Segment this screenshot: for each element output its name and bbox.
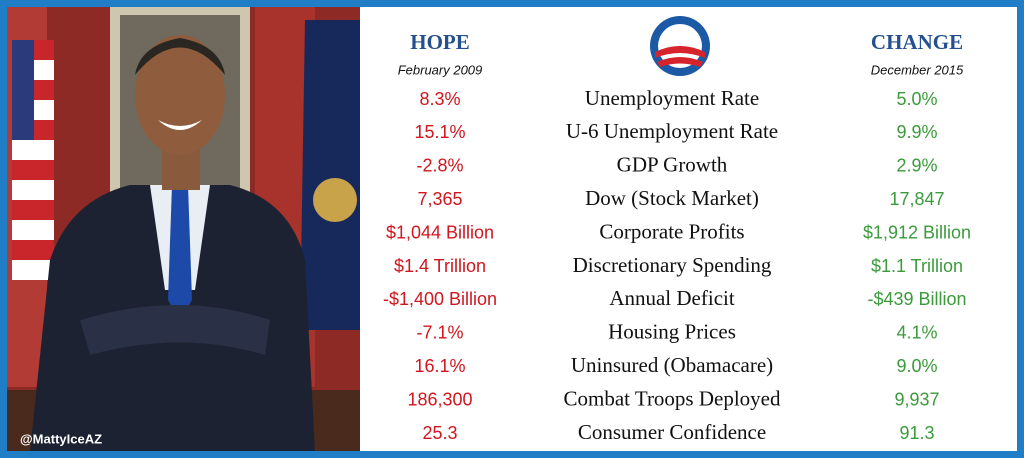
change-value: 2.9% <box>896 156 937 176</box>
right-subtitle: December 2015 <box>871 62 964 77</box>
hope-value: 25.3 <box>422 423 457 443</box>
left-title: HOPE <box>410 30 470 54</box>
hope-value: $1,044 Billion <box>386 222 494 242</box>
metric-label: Housing Prices <box>608 320 736 344</box>
hope-value: 15.1% <box>414 122 465 142</box>
metric-label: Unemployment Rate <box>585 86 759 110</box>
photo <box>7 7 360 451</box>
metric-label: Annual Deficit <box>609 286 735 310</box>
change-value: 9.9% <box>896 122 937 142</box>
metric-label: Corporate Profits <box>599 219 744 243</box>
change-value: $1.1 Trillion <box>871 256 963 276</box>
metric-label: U-6 Unemployment Rate <box>566 119 778 143</box>
metric-label: Combat Troops Deployed <box>563 386 781 410</box>
change-value: 17,847 <box>889 189 944 209</box>
metric-label: GDP Growth <box>617 153 728 177</box>
metric-label: Discretionary Spending <box>573 253 772 277</box>
hope-value: 16.1% <box>414 356 465 376</box>
hope-value: 186,300 <box>407 389 472 409</box>
change-value: 5.0% <box>896 89 937 109</box>
change-value: $1,912 Billion <box>863 222 971 242</box>
left-subtitle: February 2009 <box>398 62 483 77</box>
logo <box>650 16 710 76</box>
right-title: CHANGE <box>871 30 963 54</box>
metric-label: Dow (Stock Market) <box>585 186 759 210</box>
hope-value: $1.4 Trillion <box>394 256 486 276</box>
change-value: 9.0% <box>896 356 937 376</box>
change-value: -$439 Billion <box>867 289 966 309</box>
watermark: @MattyIceAZ <box>20 431 102 446</box>
change-value: 91.3 <box>899 423 934 443</box>
metric-label: Consumer Confidence <box>578 420 766 444</box>
hope-value: 7,365 <box>417 189 462 209</box>
hope-value: 8.3% <box>419 89 460 109</box>
hope-value: -7.1% <box>416 323 463 343</box>
change-value: 9,937 <box>894 389 939 409</box>
hope-value: -$1,400 Billion <box>383 289 497 309</box>
metric-label: Uninsured (Obamacare) <box>571 353 773 377</box>
change-value: 4.1% <box>896 323 937 343</box>
hope-value: -2.8% <box>416 156 463 176</box>
